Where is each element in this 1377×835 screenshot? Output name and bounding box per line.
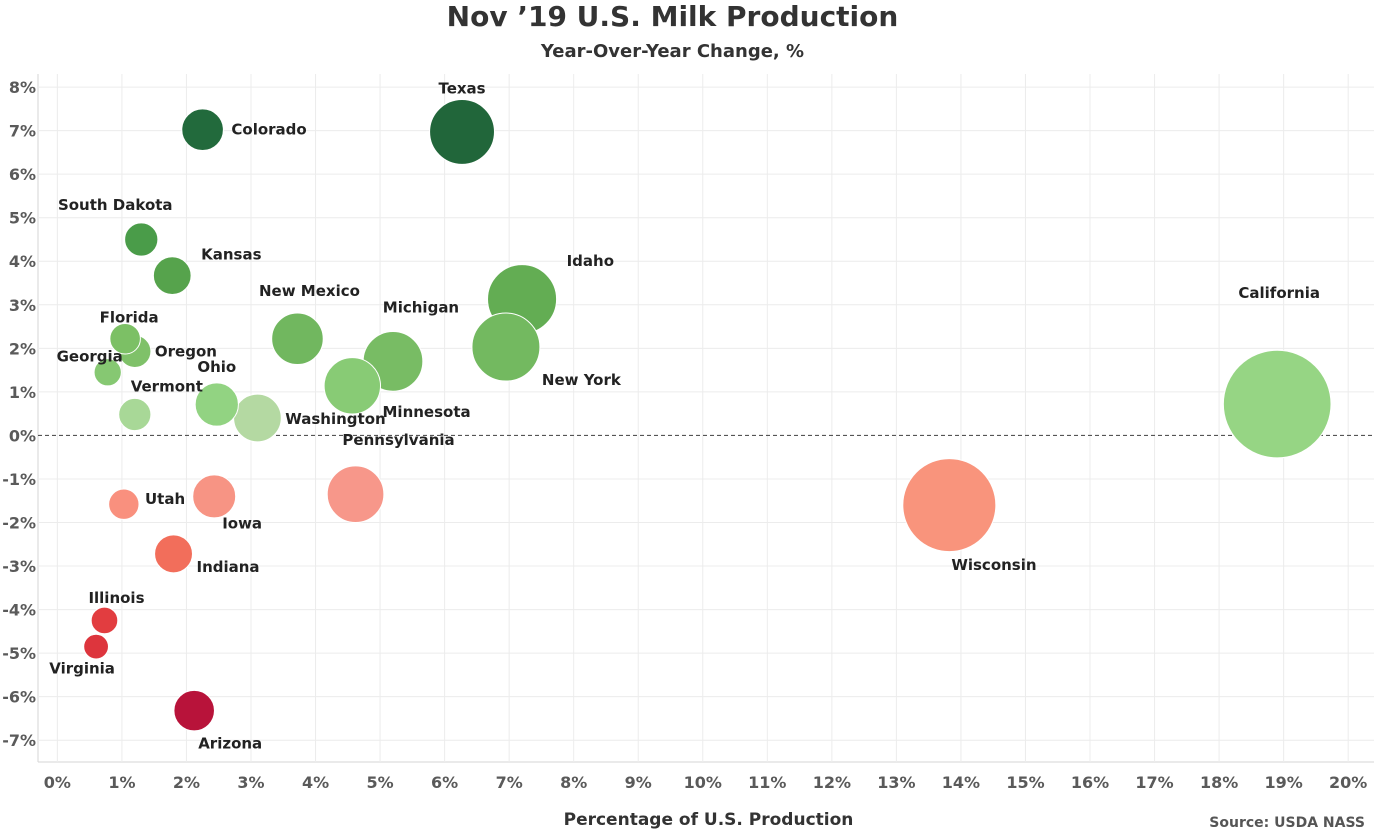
y-tick-label: 2%: [9, 339, 36, 358]
bubble-vermont: [118, 397, 152, 432]
bubble-label-kansas: Kansas: [201, 246, 261, 264]
bubble-label-florida: Florida: [100, 308, 159, 326]
x-tick-label: 16%: [1071, 773, 1109, 792]
bubble-indiana: [154, 534, 193, 574]
bubble-label-arizona: Arizona: [198, 735, 262, 753]
bubble-label-virginia: Virginia: [49, 660, 115, 678]
bubble-utah: [108, 488, 140, 520]
x-tick-label: 7%: [496, 773, 523, 792]
y-tick-label: -4%: [2, 601, 36, 620]
bubble-florida: [109, 322, 141, 355]
bubble-label-georgia: Georgia: [57, 348, 123, 366]
y-tick-label: 5%: [9, 209, 36, 228]
bubble-label-illinois: Illinois: [88, 589, 144, 607]
y-tick-label: 6%: [9, 165, 36, 184]
x-axis-title: Percentage of U.S. Production: [563, 810, 854, 830]
source-note: Source: USDA NASS: [1209, 815, 1365, 831]
x-tick-label: 8%: [560, 773, 587, 792]
y-tick-label: 3%: [9, 296, 36, 315]
x-tick-label: 15%: [1006, 773, 1044, 792]
bubble-virginia: [83, 633, 109, 660]
bubble-minnesota: [323, 357, 382, 415]
y-tick-label: -7%: [2, 731, 36, 750]
y-tick-label: -6%: [2, 688, 36, 707]
x-tick-label: 0%: [44, 773, 71, 792]
bubble-iowa: [192, 474, 237, 519]
bubble-washington: [233, 393, 282, 443]
y-tick-label: -3%: [2, 557, 36, 576]
bubble-label-oregon: Oregon: [155, 342, 217, 360]
y-tick-label: -1%: [2, 470, 36, 489]
bubble-illinois: [90, 606, 119, 635]
bubble-label-idaho: Idaho: [567, 252, 614, 270]
bubble-label-indiana: Indiana: [196, 558, 259, 576]
bubble-label-ohio: Ohio: [197, 358, 236, 376]
x-tick-label: 4%: [302, 773, 329, 792]
x-tick-label: 17%: [1135, 773, 1173, 792]
x-tick-label: 12%: [813, 773, 851, 792]
axis-ticks: 0% 1% 2% 3% 4% 5% 6% 7% 8% 9% 10% 11% 12% 13% 14% 15% 16…: [2, 78, 1367, 792]
bubble-label-california: California: [1238, 284, 1320, 302]
chart-subtitle: Year-Over-Year Change, %: [540, 41, 805, 62]
bubble-label-washington: Washington: [285, 410, 385, 428]
bubble-label-utah: Utah: [145, 490, 185, 508]
y-tick-label: -5%: [2, 644, 36, 663]
bubble-south-dakota: [124, 222, 159, 257]
bubble-new-york: [471, 312, 541, 382]
y-tick-label: -2%: [2, 514, 36, 533]
bubble-arizona: [173, 689, 215, 732]
x-tick-label: 20%: [1329, 773, 1367, 792]
bubble-colorado: [181, 108, 224, 152]
bubble-label-michigan: Michigan: [383, 299, 459, 317]
bubble-label-texas: Texas: [438, 79, 485, 97]
bubble-georgia: [93, 358, 122, 387]
x-tick-label: 9%: [625, 773, 652, 792]
bubble-pennsylvania: [326, 465, 385, 524]
x-tick-label: 2%: [173, 773, 200, 792]
x-tick-label: 11%: [748, 773, 786, 792]
y-tick-label: 7%: [9, 122, 36, 141]
chart-title: Nov ’19 U.S. Milk Production: [446, 0, 899, 33]
x-tick-label: 6%: [431, 773, 458, 792]
bubble-label-wisconsin: Wisconsin: [951, 556, 1036, 574]
x-tick-label: 3%: [237, 773, 264, 792]
bubble-ohio: [194, 382, 239, 427]
y-tick-label: 1%: [9, 383, 36, 402]
bubble-label-new-york: New York: [542, 371, 622, 389]
x-tick-label: 5%: [366, 773, 393, 792]
y-tick-label: 0%: [9, 426, 36, 445]
bubble-label-vermont: Vermont: [131, 377, 203, 395]
x-tick-label: 13%: [877, 773, 915, 792]
bubble-labels: Texas Colorado South Dakota Kansas Idaho New …: [49, 79, 1320, 752]
bubble-label-south-dakota: South Dakota: [58, 196, 173, 214]
bubble-wisconsin: [902, 458, 997, 553]
x-tick-label: 19%: [1264, 773, 1302, 792]
bubble-california: [1222, 349, 1332, 459]
x-tick-label: 14%: [942, 773, 980, 792]
bubble-new-mexico: [271, 312, 324, 366]
bubble-kansas: [152, 256, 192, 295]
x-tick-label: 1%: [108, 773, 135, 792]
bubble-label-colorado: Colorado: [231, 121, 306, 139]
y-tick-label: 8%: [9, 78, 36, 97]
x-tick-label: 18%: [1200, 773, 1238, 792]
bubble-label-minnesota: Minnesota: [383, 403, 471, 421]
bubble-texas: [429, 98, 495, 165]
bubble-label-iowa: Iowa: [222, 514, 262, 532]
bubbles: [83, 98, 1332, 732]
bubble-label-new-mexico: New Mexico: [259, 282, 360, 300]
bubble-label-pennsylvania: Pennsylvania: [342, 431, 454, 449]
grid-lines: [37, 74, 1374, 763]
y-tick-label: 4%: [9, 252, 36, 271]
x-tick-label: 10%: [684, 773, 722, 792]
